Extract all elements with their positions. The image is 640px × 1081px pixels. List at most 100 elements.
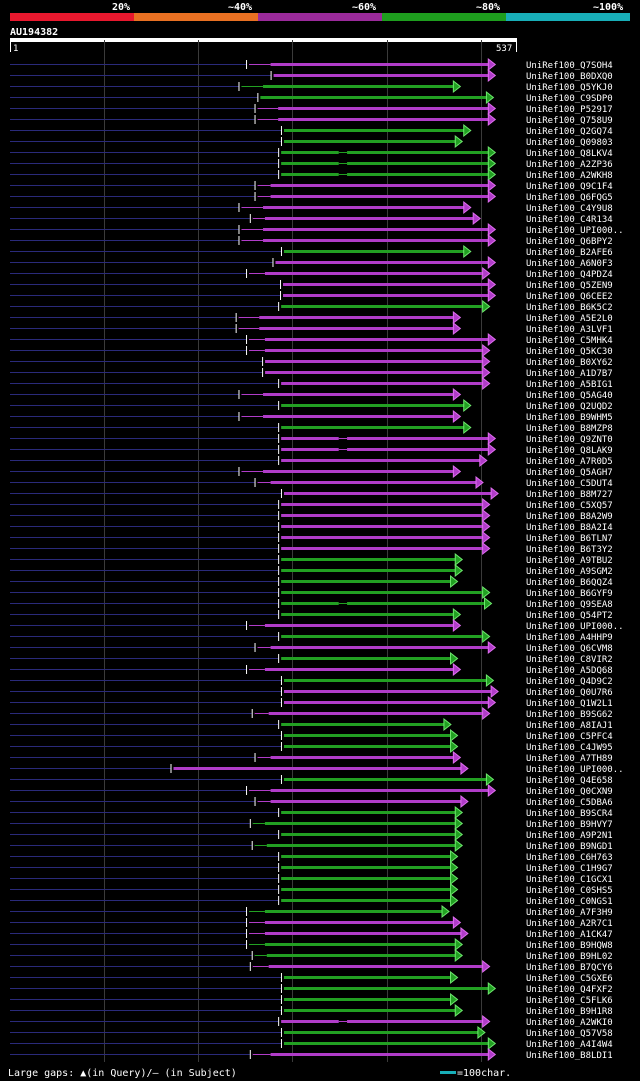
hit-row[interactable]: UniRef100_B8MZP8 xyxy=(10,420,613,435)
hit-row[interactable]: UniRef100_B9HQW8 xyxy=(10,937,613,952)
hit-row[interactable]: UniRef100_B6GYF9 xyxy=(10,585,613,600)
hit-row[interactable]: UniRef100_A2WKH8 xyxy=(10,167,613,182)
hit-row[interactable]: UniRef100_C1GCX1 xyxy=(10,871,613,886)
hit-row[interactable]: UniRef100_A7TH89 xyxy=(10,750,613,765)
hit-row[interactable]: UniRef100_C9SDP0 xyxy=(10,90,613,105)
hit-row[interactable]: UniRef100_C0SHS5 xyxy=(10,882,613,897)
hit-row[interactable]: UniRef100_Q6CVM8 xyxy=(10,640,613,655)
hit-row[interactable]: UniRef100_B9WHM5 xyxy=(10,409,613,424)
hit-end-arrow xyxy=(482,508,491,523)
hit-row[interactable]: UniRef100_A5BIG1 xyxy=(10,376,613,391)
hit-row[interactable]: UniRef100_Q758U9 xyxy=(10,112,613,127)
hit-row[interactable]: UniRef100_Q4E658 xyxy=(10,772,613,787)
hit-row[interactable]: UniRef100_Q4D9C2 xyxy=(10,673,613,688)
hit-end-arrow xyxy=(482,376,491,391)
hit-row[interactable]: UniRef100_A5DQ68 xyxy=(10,662,613,677)
hit-row[interactable]: UniRef100_C4Y9U8 xyxy=(10,200,613,215)
hit-row[interactable]: UniRef100_B8LDI1 xyxy=(10,1047,613,1062)
hit-row[interactable]: UniRef100_A2ZP36 xyxy=(10,156,613,171)
hit-end-arrow xyxy=(482,585,491,600)
hit-row[interactable]: UniRef100_Q0CXN9 xyxy=(10,783,613,798)
hit-row[interactable]: UniRef100_A7F3H9 xyxy=(10,904,613,919)
hit-row[interactable]: UniRef100_C1H9G7 xyxy=(10,860,613,875)
hit-row[interactable]: UniRef100_Q6CEE2 xyxy=(10,288,613,303)
hit-row[interactable]: UniRef100_A9P2N1 xyxy=(10,827,613,842)
hit-row[interactable]: UniRef100_Q7SOH4 xyxy=(10,57,613,72)
hit-row[interactable]: UniRef100_Q2UQD2 xyxy=(10,398,613,413)
hit-bar xyxy=(252,822,457,825)
hit-row[interactable]: UniRef100_A4HHP9 xyxy=(10,629,613,644)
hit-row[interactable]: UniRef100_A8IAJ1 xyxy=(10,717,613,732)
hit-row[interactable]: UniRef100_B9SG62 xyxy=(10,706,613,721)
hit-row[interactable]: UniRef100_B8A2I4 xyxy=(10,519,613,534)
hit-row[interactable]: UniRef100_B9H1R8 xyxy=(10,1003,613,1018)
hit-row[interactable]: UniRef100_A9TBU2 xyxy=(10,552,613,567)
hit-row[interactable]: UniRef100_A1CK47 xyxy=(10,926,613,941)
hit-row[interactable]: UniRef100_B7QCY6 xyxy=(10,959,613,974)
hit-bar xyxy=(281,888,452,891)
hit-row[interactable]: UniRef100_A7R0D5 xyxy=(10,453,613,468)
hit-row[interactable]: UniRef100_A4I4W4 xyxy=(10,1036,613,1051)
hit-row[interactable]: UniRef100_C0NGS1 xyxy=(10,893,613,908)
hit-row[interactable]: UniRef100_B2AFE6 xyxy=(10,244,613,259)
hit-row[interactable]: UniRef100_Q8LKV4 xyxy=(10,145,613,160)
hit-row[interactable]: UniRef100_Q5KC30 xyxy=(10,343,613,358)
hit-row[interactable]: UniRef100_A5E2L0 xyxy=(10,310,613,325)
hit-row[interactable]: UniRef100_Q0U7R6 xyxy=(10,684,613,699)
hit-row[interactable]: UniRef100_Q5AG40 xyxy=(10,387,613,402)
hit-bar xyxy=(252,1053,490,1056)
hit-row[interactable]: UniRef100_C5FLK6 xyxy=(10,992,613,1007)
hit-row[interactable]: UniRef100_Q9C1F4 xyxy=(10,178,613,193)
hit-row[interactable]: UniRef100_A1D7B7 xyxy=(10,365,613,380)
hit-row[interactable]: UniRef100_B6T3Y2 xyxy=(10,541,613,556)
hit-row[interactable]: UniRef100_B0DXQ0 xyxy=(10,68,613,83)
hit-row[interactable]: UniRef100_C4JW95 xyxy=(10,739,613,754)
hit-row[interactable]: UniRef100_Q5YKJ0 xyxy=(10,79,613,94)
hit-row[interactable]: UniRef100_UPI000.. xyxy=(10,618,624,633)
hit-row[interactable]: UniRef100_Q54PT2 xyxy=(10,607,613,622)
hit-row[interactable]: UniRef100_B8A2W9 xyxy=(10,508,613,523)
hit-row[interactable]: UniRef100_C8VIR2 xyxy=(10,651,613,666)
hit-row[interactable]: UniRef100_Q57V58 xyxy=(10,1025,613,1040)
hit-row[interactable]: UniRef100_Q9ZNT0 xyxy=(10,431,613,446)
hit-row[interactable]: UniRef100_Q9SEA8 xyxy=(10,596,613,611)
hit-row[interactable]: UniRef100_Q8LAK9 xyxy=(10,442,613,457)
hit-row[interactable]: UniRef100_A2WKI0 xyxy=(10,1014,613,1029)
hit-row[interactable]: UniRef100_B6QQZ4 xyxy=(10,574,613,589)
hit-row[interactable]: UniRef100_UPI000.. xyxy=(10,761,624,776)
hit-row[interactable]: UniRef100_Q4FXF2 xyxy=(10,981,613,996)
hit-row[interactable]: UniRef100_B6K5C2 xyxy=(10,299,613,314)
hit-row[interactable]: UniRef100_Q09803 xyxy=(10,134,613,149)
hit-row[interactable]: UniRef100_C5GXE6 xyxy=(10,970,613,985)
hit-row[interactable]: UniRef100_C5XQ57 xyxy=(10,497,613,512)
hit-row[interactable]: UniRef100_C4R134 xyxy=(10,211,613,226)
hit-name: UniRef100_Q9ZNT0 xyxy=(526,435,613,445)
hit-row[interactable]: UniRef100_A9SGM2 xyxy=(10,563,613,578)
hit-row[interactable]: UniRef100_A6N0F3 xyxy=(10,255,613,270)
hit-row[interactable]: UniRef100_B9SCR4 xyxy=(10,805,613,820)
hit-row[interactable]: UniRef100_A2R7C1 xyxy=(10,915,613,930)
hit-row[interactable]: UniRef100_Q6BPY2 xyxy=(10,233,613,248)
hit-bar xyxy=(283,1009,457,1012)
hit-row[interactable]: UniRef100_C5MHK4 xyxy=(10,332,613,347)
hit-row[interactable]: UniRef100_A3LVF1 xyxy=(10,321,613,336)
hit-row[interactable]: UniRef100_B9HVY7 xyxy=(10,816,613,831)
hit-row[interactable]: UniRef100_Q1W2L1 xyxy=(10,695,613,710)
hit-row[interactable]: UniRef100_Q5ZEN9 xyxy=(10,277,613,292)
hit-row[interactable]: UniRef100_Q5AGH7 xyxy=(10,464,613,479)
hit-row[interactable]: UniRef100_C5PFC4 xyxy=(10,728,613,743)
hit-row[interactable]: UniRef100_P52917 xyxy=(10,101,613,116)
hit-row[interactable]: UniRef100_B8M727 xyxy=(10,486,613,501)
hit-row[interactable]: UniRef100_C6H763 xyxy=(10,849,613,864)
hit-row[interactable]: UniRef100_Q6FQG5 xyxy=(10,189,613,204)
hit-row[interactable]: UniRef100_Q2GQ74 xyxy=(10,123,613,138)
hit-row[interactable]: UniRef100_C5DUT4 xyxy=(10,475,613,490)
hit-name: UniRef100_A9TBU2 xyxy=(526,556,613,566)
hit-row[interactable]: UniRef100_Q4PDZ4 xyxy=(10,266,613,281)
hit-row[interactable]: UniRef100_B9NGD1 xyxy=(10,838,613,853)
hit-row[interactable]: UniRef100_B9HL02 xyxy=(10,948,613,963)
hit-row[interactable]: UniRef100_C5DBA6 xyxy=(10,794,613,809)
hit-row[interactable]: UniRef100_UPI000.. xyxy=(10,222,624,237)
hit-row[interactable]: UniRef100_B0XY62 xyxy=(10,354,613,369)
hit-row[interactable]: UniRef100_B6TLN7 xyxy=(10,530,613,545)
